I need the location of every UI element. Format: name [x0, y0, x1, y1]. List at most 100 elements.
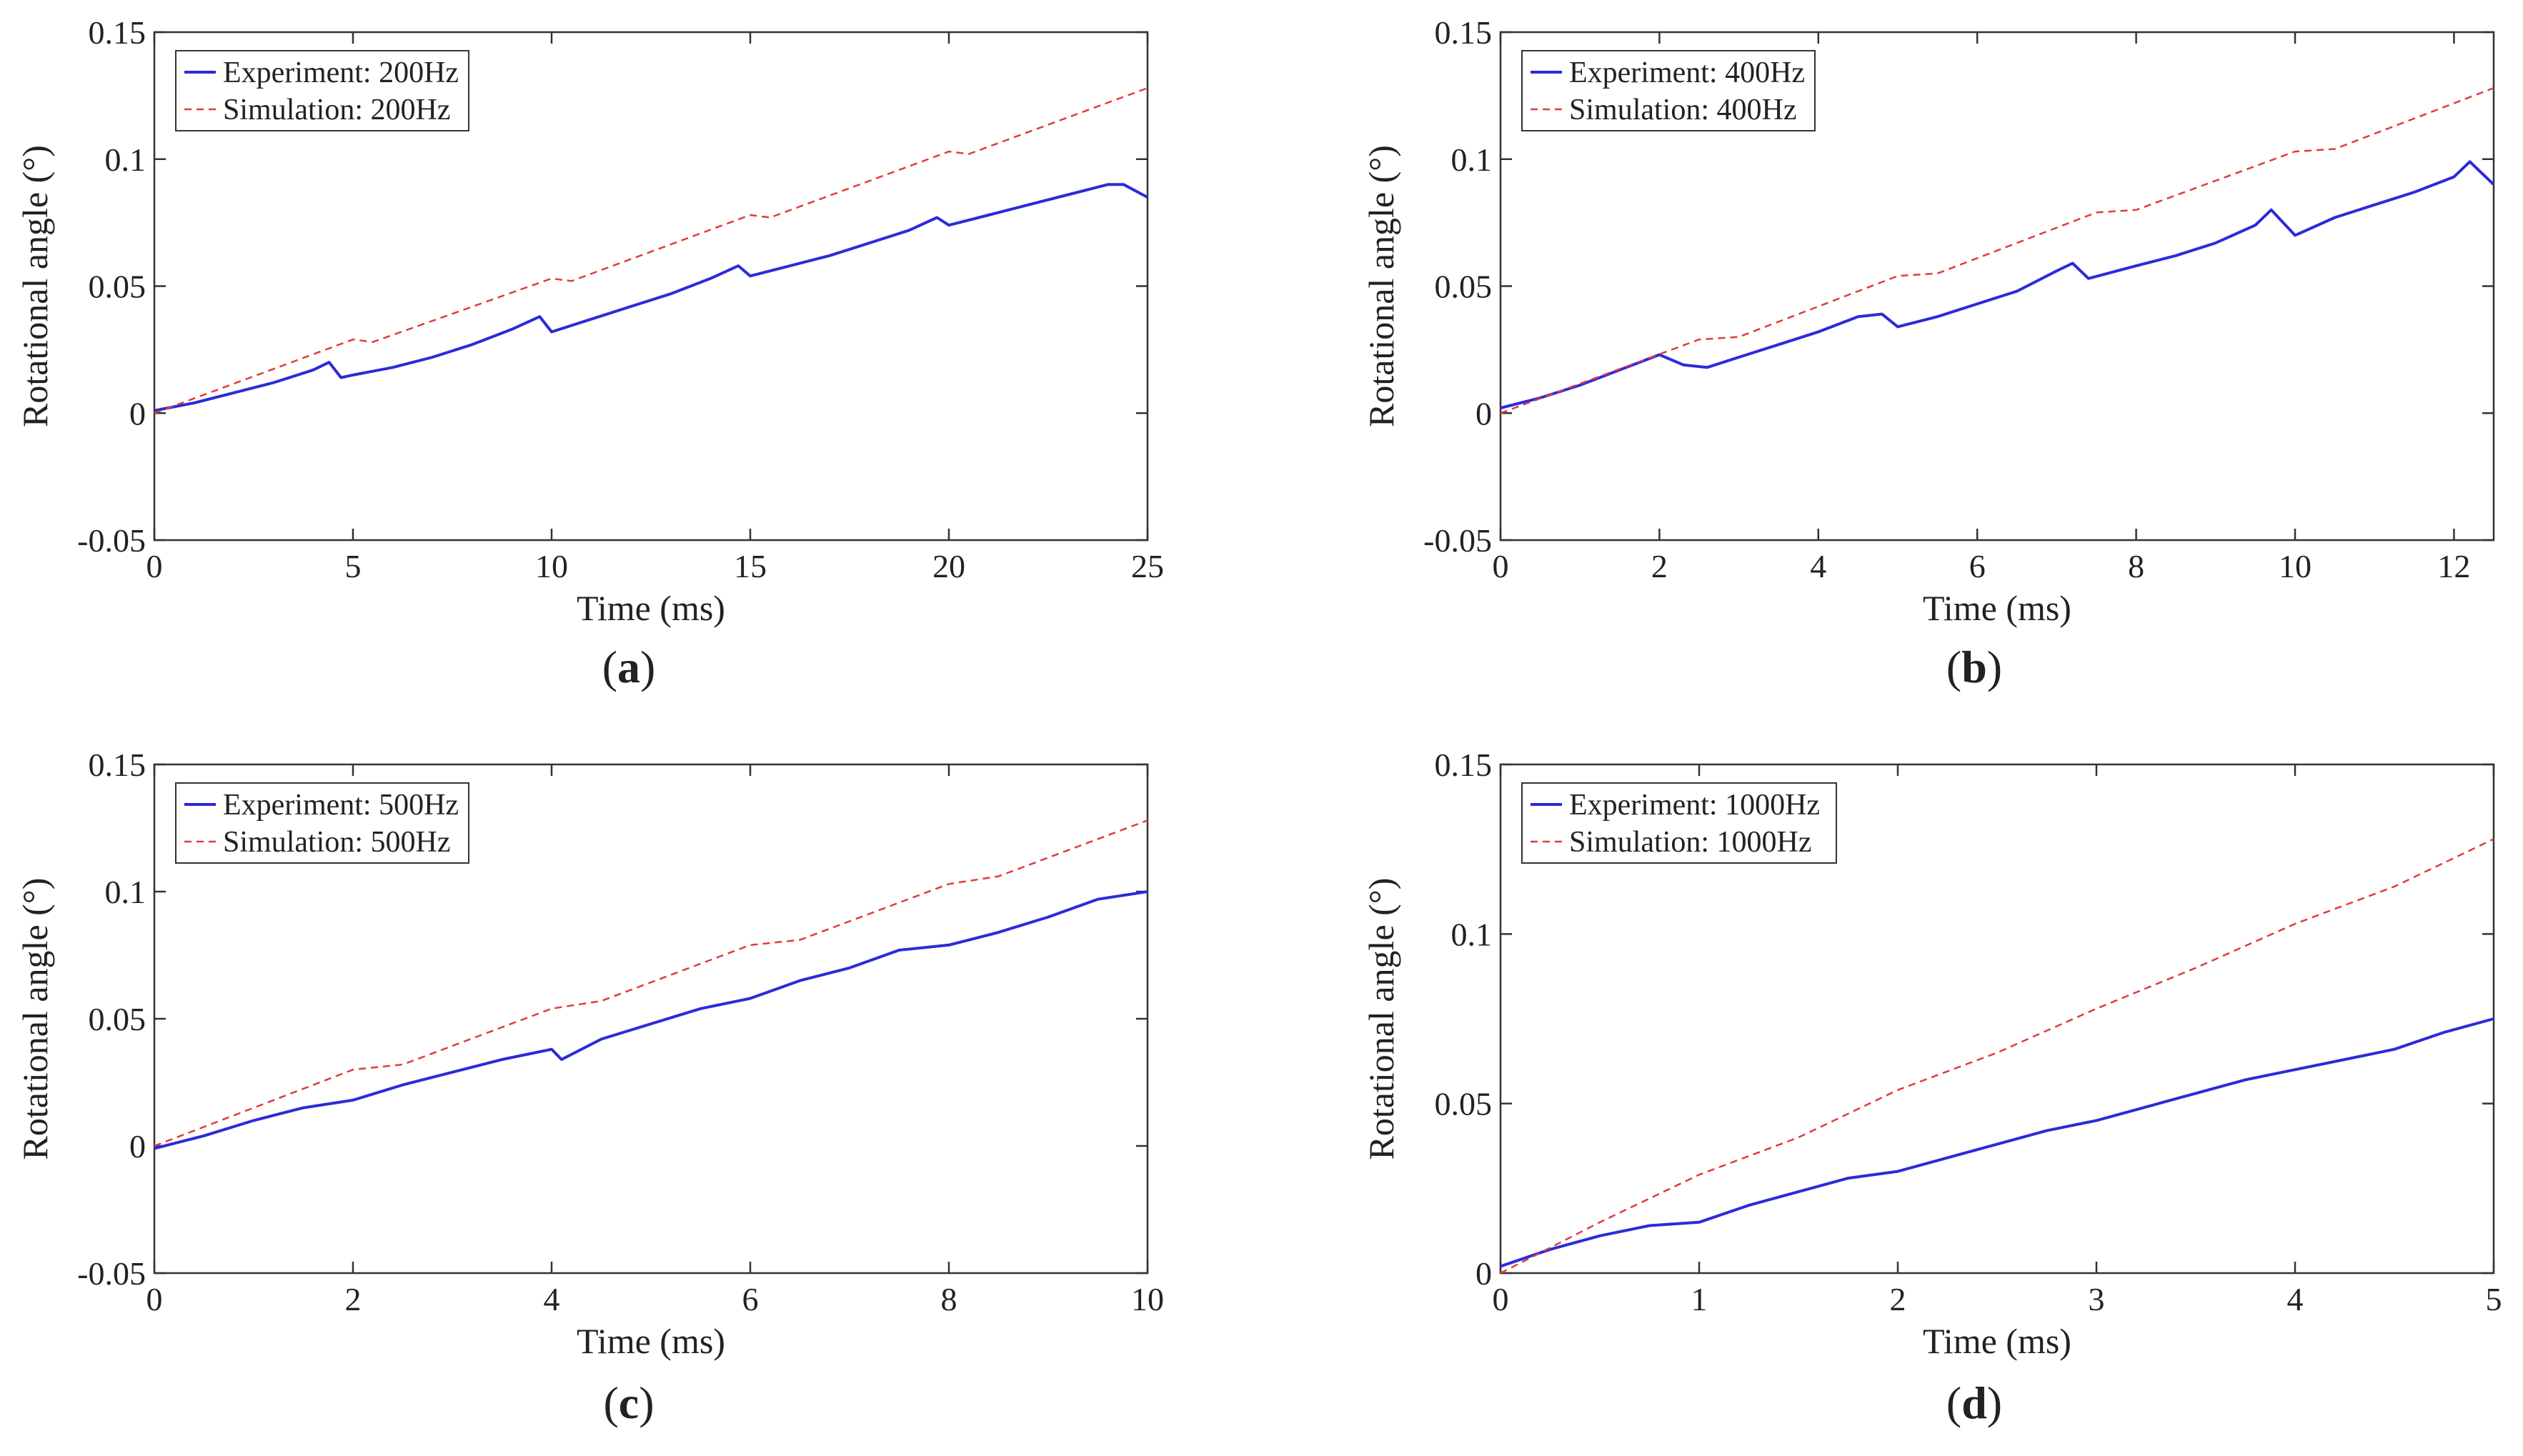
caption-letter: d: [1961, 1377, 1987, 1428]
legend-entry-label: Experiment: 500Hz: [223, 789, 459, 822]
x-tick-label: 0: [146, 1281, 163, 1317]
series-simulation: [1500, 87, 2494, 414]
y-tick-label: 0.05: [1435, 269, 1493, 305]
x-tick-label: 8: [2128, 548, 2144, 584]
caption-open: (: [603, 1377, 618, 1428]
x-tick-label: 10: [2279, 548, 2311, 584]
legend-box: [1521, 50, 1816, 131]
series-simulation: [154, 87, 1148, 414]
series-experiment: [154, 183, 1148, 412]
y-tick-label: 0.15: [89, 747, 146, 783]
y-tick-label: 0: [129, 395, 146, 432]
series-experiment: [154, 890, 1148, 1150]
y-tick-label: 0.1: [105, 874, 146, 910]
legend-entry-label: Simulation: 200Hz: [223, 94, 451, 126]
series-line: [154, 87, 1148, 414]
x-tick-label: 25: [1131, 548, 1164, 584]
legend-entry-label: Experiment: 1000Hz: [1569, 789, 1820, 822]
caption-close: ): [639, 1377, 654, 1428]
y-tick-label: 0.15: [1435, 14, 1493, 51]
y-tick-label: -0.05: [77, 1255, 146, 1292]
series-line: [1500, 838, 2494, 1275]
legend-entry-label: Simulation: 500Hz: [223, 826, 451, 859]
caption-open: (: [1946, 642, 1961, 692]
series-line: [1500, 87, 2494, 414]
x-tick-label: 15: [734, 548, 767, 584]
x-axis-label: Time (ms): [1923, 1321, 2071, 1361]
y-axis-label: Rotational angle (°): [1361, 145, 1401, 427]
x-tick-label: 8: [941, 1281, 957, 1317]
y-tick-label: -0.05: [77, 522, 146, 559]
caption-close: ): [1987, 642, 2002, 692]
x-tick-label: 4: [2287, 1281, 2304, 1317]
y-tick-label: 0.1: [1451, 141, 1493, 178]
legend-entry-label: Experiment: 400Hz: [1569, 56, 1805, 89]
caption-close: ): [640, 642, 655, 692]
panel-caption: (a): [602, 642, 656, 692]
x-axis-label: Time (ms): [577, 1321, 725, 1361]
y-tick-label: 0: [129, 1128, 146, 1165]
legend-box: [175, 782, 469, 864]
legend: Experiment: 400Hz Simulation: 400Hz: [1521, 50, 1816, 131]
caption-letter: c: [619, 1377, 639, 1428]
y-tick-label: 0: [1476, 1255, 1492, 1292]
x-tick-label: 3: [2089, 1281, 2105, 1317]
series-line: [154, 819, 1148, 1147]
x-axis-label: Time (ms): [1923, 588, 2071, 628]
y-tick-label: 0.1: [105, 141, 146, 178]
x-tick-label: 4: [1810, 548, 1826, 584]
y-tick-label: -0.05: [1423, 522, 1492, 559]
y-tick-label: 0.05: [89, 1001, 146, 1037]
x-tick-label: 0: [1493, 1281, 1509, 1317]
x-tick-label: 10: [535, 548, 568, 584]
series-experiment: [1500, 1017, 2494, 1268]
legend: Experiment: 200Hz Simulation: 200Hz: [175, 50, 469, 131]
y-tick-label: 0.1: [1451, 916, 1493, 952]
x-tick-label: 10: [1131, 1281, 1164, 1317]
series-experiment: [1500, 160, 2495, 410]
y-axis-label: Rotational angle (°): [15, 145, 55, 427]
x-tick-label: 0: [146, 548, 163, 584]
y-axis-label: Rotational angle (°): [1361, 878, 1401, 1160]
panel-caption: (c): [603, 1377, 654, 1428]
y-axis-label: Rotational angle (°): [15, 878, 55, 1160]
series-line: [154, 890, 1148, 1150]
panel-caption: (d): [1946, 1377, 2002, 1428]
legend-entry-label: Simulation: 1000Hz: [1569, 826, 1812, 859]
x-tick-label: 5: [345, 548, 362, 584]
caption-open: (: [602, 642, 617, 692]
legend: Experiment: 1000Hz Simulation: 1000Hz: [1521, 782, 1837, 864]
y-tick-label: 0.15: [89, 14, 146, 51]
x-axis-label: Time (ms): [577, 588, 725, 628]
x-tick-label: 4: [544, 1281, 560, 1317]
x-tick-label: 5: [2486, 1281, 2502, 1317]
y-tick-label: 0.15: [1435, 747, 1493, 783]
legend: Experiment: 500Hz Simulation: 500Hz: [175, 782, 469, 864]
x-tick-label: 12: [2437, 548, 2470, 584]
legend-box: [1521, 782, 1837, 864]
x-tick-label: 6: [1969, 548, 1986, 584]
caption-close: ): [1987, 1377, 2002, 1428]
y-tick-label: 0: [1476, 395, 1492, 432]
x-tick-label: 2: [345, 1281, 362, 1317]
x-tick-label: 20: [932, 548, 965, 584]
x-tick-label: 1: [1691, 1281, 1708, 1317]
series-line: [1500, 160, 2495, 410]
x-tick-label: 0: [1493, 548, 1509, 584]
legend-entry-label: Experiment: 200Hz: [223, 56, 459, 89]
caption-letter: a: [617, 642, 640, 692]
x-tick-label: 2: [1890, 1281, 1906, 1317]
y-tick-label: 0.05: [1435, 1086, 1493, 1122]
panel-caption: (b): [1946, 642, 2002, 692]
series-line: [154, 183, 1148, 412]
series-line: [1500, 1017, 2494, 1268]
series-simulation: [154, 819, 1148, 1147]
caption-letter: b: [1961, 642, 1987, 692]
legend-box: [175, 50, 469, 131]
x-tick-label: 6: [742, 1281, 759, 1317]
caption-open: (: [1946, 1377, 1961, 1428]
